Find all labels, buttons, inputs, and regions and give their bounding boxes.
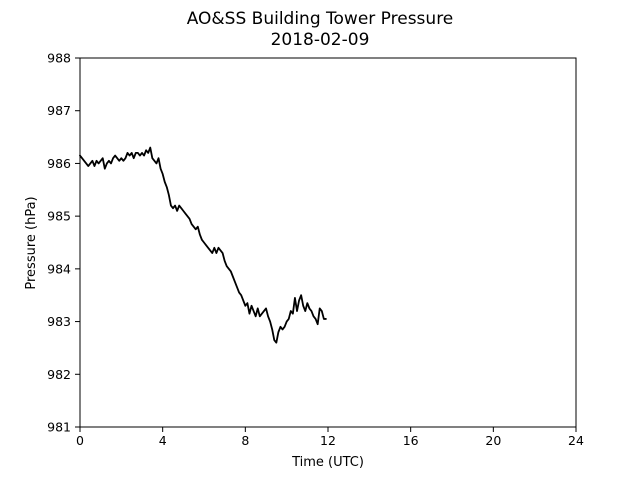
y-tick-label: 982: [47, 367, 71, 382]
series-layer: [79, 146, 327, 344]
series-line: [79, 146, 327, 344]
x-tick-label: 0: [76, 433, 84, 448]
y-tick-label: 984: [47, 261, 71, 276]
ticks-layer: 0 4 8 12 16 20 24 981 982 983 984 985 986 987 988: [47, 51, 584, 449]
x-tick-label: 4: [159, 433, 167, 448]
y-tick-label: 983: [47, 314, 71, 329]
y-tick-label: 981: [47, 420, 71, 435]
y-tick-label: 987: [47, 103, 71, 118]
y-tick-label: 988: [47, 51, 71, 66]
x-tick-label: 20: [485, 433, 501, 448]
plot-frame: [79, 57, 577, 428]
x-tick-label: 24: [568, 433, 584, 448]
x-axis-label: Time (UTC): [291, 455, 364, 470]
x-tick-label: 16: [403, 433, 419, 448]
y-axis-label: Pressure (hPa): [24, 196, 39, 289]
chart-subtitle: 2018-02-09: [271, 30, 370, 50]
x-tick-label: 12: [320, 433, 336, 448]
chart-title: AO&SS Building Tower Pressure: [187, 9, 454, 29]
y-tick-label: 985: [47, 209, 71, 224]
y-tick-label: 986: [47, 156, 71, 171]
plot-area: [80, 58, 576, 427]
x-tick-label: 8: [241, 433, 249, 448]
